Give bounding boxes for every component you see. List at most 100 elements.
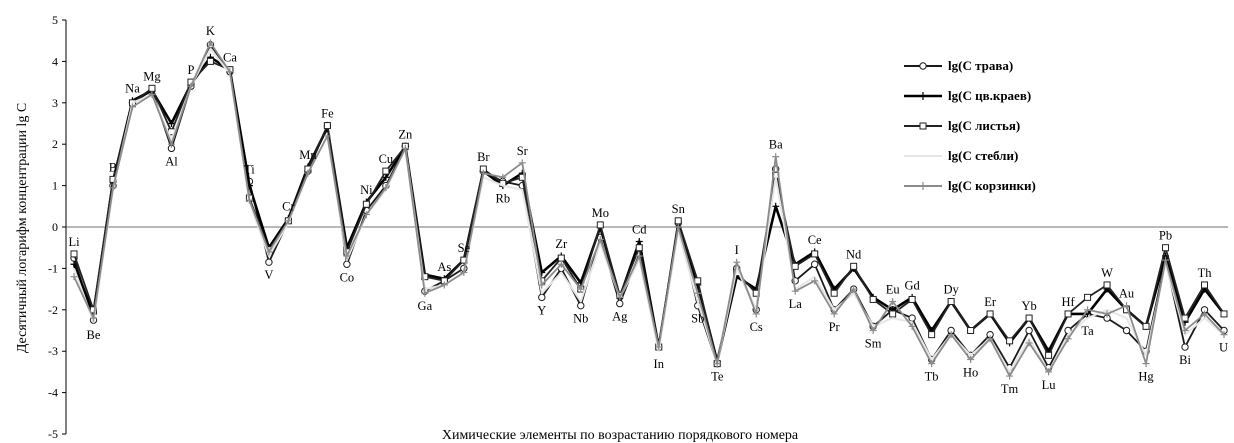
element-label: W — [1101, 266, 1113, 280]
series-1 — [70, 41, 1228, 372]
data-point — [967, 355, 975, 363]
data-point — [616, 299, 624, 308]
y-tick-label: 4 — [52, 54, 58, 68]
data-point — [206, 39, 214, 47]
element-label: Zn — [398, 127, 413, 141]
data-point — [382, 167, 390, 175]
data-point — [1025, 314, 1033, 322]
data-point — [323, 122, 331, 130]
y-tick-label: -1 — [48, 261, 58, 275]
series-line — [73, 48, 1225, 373]
element-label: Se — [458, 241, 471, 255]
element-label: Cd — [632, 222, 647, 236]
element-label: As — [437, 260, 451, 274]
series-4 — [73, 48, 1225, 373]
data-point — [1181, 343, 1189, 351]
legend-item: lg(С стебли) — [904, 148, 1018, 163]
data-point — [128, 103, 136, 111]
data-point — [148, 91, 156, 99]
element-label: I — [735, 243, 739, 257]
element-label: Er — [984, 295, 997, 309]
element-label: Y — [537, 303, 546, 317]
data-point — [947, 331, 955, 339]
y-tick-label: -3 — [48, 344, 58, 358]
series-layer — [70, 39, 1228, 380]
element-label: Pb — [1159, 229, 1172, 243]
data-point — [1064, 310, 1072, 318]
legend-label: lg(С стебли) — [948, 148, 1018, 163]
y-tick-label: 2 — [52, 137, 58, 151]
data-point — [791, 287, 799, 295]
element-label: Be — [87, 328, 101, 342]
data-point — [1201, 310, 1209, 318]
data-point — [967, 327, 975, 334]
legend-label: lg(С цв.краев) — [948, 88, 1031, 103]
element-label: Mo — [592, 206, 609, 220]
data-point — [1142, 322, 1150, 330]
data-point — [772, 202, 780, 210]
data-point — [265, 248, 273, 256]
data-point — [811, 277, 819, 285]
data-point — [518, 159, 526, 167]
element-label: Br — [477, 150, 490, 164]
data-point — [362, 211, 370, 219]
data-point — [1220, 310, 1228, 318]
data-point — [713, 360, 721, 368]
data-point — [869, 327, 877, 334]
data-point — [109, 184, 117, 192]
data-point — [850, 262, 858, 270]
element-label: Nb — [573, 312, 588, 326]
element-label: Th — [1198, 266, 1213, 280]
data-point — [908, 295, 916, 303]
element-label: K — [206, 24, 215, 38]
data-point — [810, 260, 819, 268]
element-label: Li — [68, 235, 80, 249]
data-point — [1103, 310, 1111, 318]
data-point — [577, 301, 585, 310]
legend-label: lg(С трава) — [948, 58, 1013, 73]
data-point — [440, 281, 448, 289]
data-point — [674, 217, 682, 225]
data-point — [206, 57, 214, 65]
element-label: Cr — [282, 200, 295, 214]
data-point — [694, 277, 702, 285]
data-point — [1006, 372, 1014, 380]
data-point — [557, 254, 565, 262]
y-tick-label: 1 — [52, 179, 58, 193]
element-label: In — [654, 357, 665, 371]
data-point — [889, 298, 897, 306]
data-point — [674, 223, 682, 231]
data-point — [343, 252, 351, 260]
x-axis-title: Химические элементы по возрастанию поряд… — [442, 428, 799, 443]
data-point — [1006, 337, 1014, 345]
y-tick-label: -4 — [48, 386, 58, 400]
data-point — [791, 262, 799, 270]
data-point — [1064, 335, 1072, 343]
element-label: B — [109, 160, 117, 174]
element-label: Zr — [555, 237, 568, 251]
data-point — [596, 221, 604, 229]
data-point — [245, 196, 253, 204]
element-label: U — [1219, 341, 1228, 355]
element-label: Nd — [846, 247, 862, 261]
data-point — [1045, 351, 1053, 359]
data-point — [635, 237, 643, 245]
element-label: Al — [165, 154, 178, 168]
element-label: Hf — [1061, 295, 1075, 309]
element-label: Na — [125, 82, 140, 96]
element-label: Cu — [379, 152, 394, 166]
data-point — [772, 153, 780, 161]
data-point — [889, 310, 897, 318]
data-point — [538, 281, 546, 289]
data-point — [908, 314, 916, 322]
series-line — [73, 60, 1225, 365]
element-label: Mn — [299, 148, 317, 162]
data-point — [479, 169, 487, 177]
legend-label: lg(С корзинки) — [948, 178, 1036, 193]
data-point — [869, 295, 877, 303]
data-point — [323, 132, 331, 140]
data-point — [1084, 293, 1092, 301]
data-point — [947, 298, 955, 306]
element-label: Cs — [750, 320, 763, 334]
element-label: Ce — [808, 233, 822, 247]
